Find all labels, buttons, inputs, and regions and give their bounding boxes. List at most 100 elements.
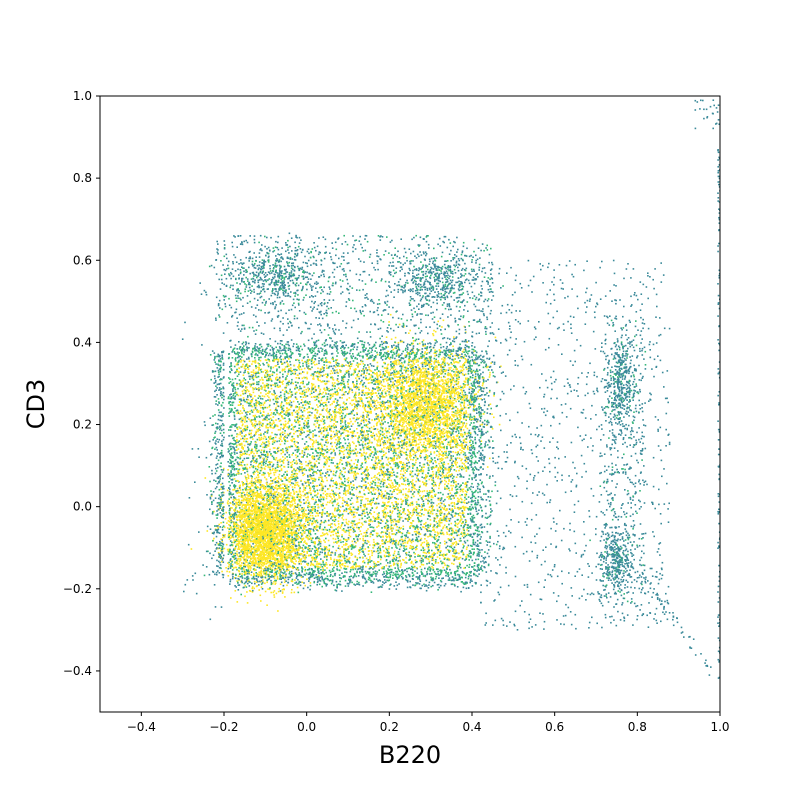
data-point [283,397,286,400]
data-point [371,574,374,576]
data-point [362,376,365,379]
data-point [296,369,298,371]
data-point [239,382,242,385]
data-point [420,509,422,512]
data-points [181,99,720,679]
data-point [414,452,416,454]
data-point [300,463,303,465]
data-point [339,408,342,410]
data-point [279,507,281,509]
data-point [452,386,454,389]
data-point [228,520,231,523]
data-point [449,492,452,494]
data-point [355,377,357,379]
data-point [237,501,240,504]
data-point [402,483,405,486]
data-point [228,481,230,483]
data-point [252,415,255,417]
data-point [451,505,454,507]
data-point [258,449,260,452]
data-point [233,414,236,417]
data-point [439,460,442,463]
data-point [384,385,386,388]
data-point [294,534,296,536]
data-point [392,425,395,428]
data-point [385,452,387,454]
data-point [443,421,446,424]
data-point [278,449,280,452]
data-point [352,360,355,362]
data-point [319,545,322,547]
data-point [297,435,299,437]
data-point [360,415,362,418]
data-point [255,581,258,583]
data-point [471,352,474,355]
data-point [339,442,342,444]
data-point [406,400,409,403]
data-point [251,451,254,453]
data-point [235,566,238,569]
data-point [256,534,259,537]
data-point [403,550,405,552]
data-point [251,363,253,365]
data-point [373,399,375,402]
data-point [405,376,408,378]
data-point [329,513,332,515]
data-point [249,385,252,388]
data-point [319,413,321,416]
data-point [282,564,285,567]
data-point [273,441,276,444]
data-point [242,423,244,426]
data-point [453,374,455,376]
data-point [377,392,380,395]
data-point [368,427,371,430]
data-point [282,462,285,464]
data-point [258,381,260,383]
data-point [389,554,391,557]
data-point [279,460,281,463]
data-point [319,379,322,382]
data-point [458,486,461,488]
data-point [405,394,407,396]
data-point [314,494,316,497]
data-point [411,575,414,577]
data-point [334,441,336,444]
data-point [420,384,423,387]
data-point [445,380,447,383]
data-point [413,491,416,493]
data-point [290,476,292,478]
data-point [474,375,477,378]
data-point [339,527,342,529]
data-point [301,377,304,380]
data-point [328,456,331,458]
data-point [452,455,454,457]
data-point [442,360,445,363]
data-point [441,386,443,388]
data-point [331,388,334,391]
data-point [231,378,234,381]
data-point [326,495,328,498]
data-point [370,550,373,552]
data-point [375,392,377,394]
data-point [366,542,368,545]
data-point [424,365,427,367]
data-point [397,498,400,500]
data-point [393,451,395,453]
data-point [274,467,277,470]
data-point [425,474,427,476]
data-point [254,465,256,468]
data-point [271,441,274,443]
data-point [312,537,314,539]
data-point [369,556,371,558]
data-point [374,464,376,467]
data-point [290,439,292,441]
data-point [397,560,399,562]
data-point [303,389,305,392]
data-point [345,429,347,432]
data-point [466,539,469,542]
data-point [439,499,442,502]
data-point [465,366,467,369]
data-point [398,465,400,468]
data-point [436,366,438,368]
data-point [435,559,437,561]
